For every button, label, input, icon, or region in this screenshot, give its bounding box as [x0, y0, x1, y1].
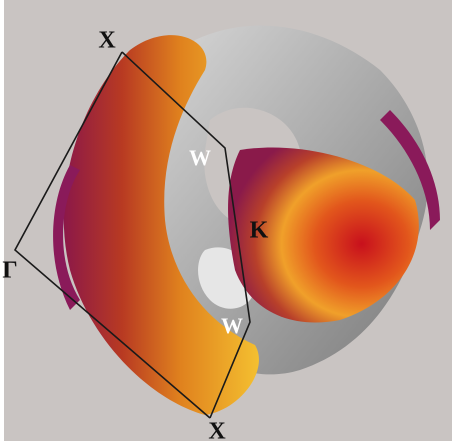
label-w-upper: W	[189, 145, 211, 170]
label-x-bottom: X	[208, 419, 226, 445]
page: {"labels": {"x_top": "X", "w_upper": "W"…	[0, 0, 452, 445]
label-gamma: Γ	[2, 258, 17, 284]
label-x-top: X	[98, 28, 116, 54]
label-w-lower: W	[221, 313, 243, 338]
label-k: K	[250, 218, 269, 244]
fermi-surface-figure: X W K Γ W X	[0, 0, 452, 445]
